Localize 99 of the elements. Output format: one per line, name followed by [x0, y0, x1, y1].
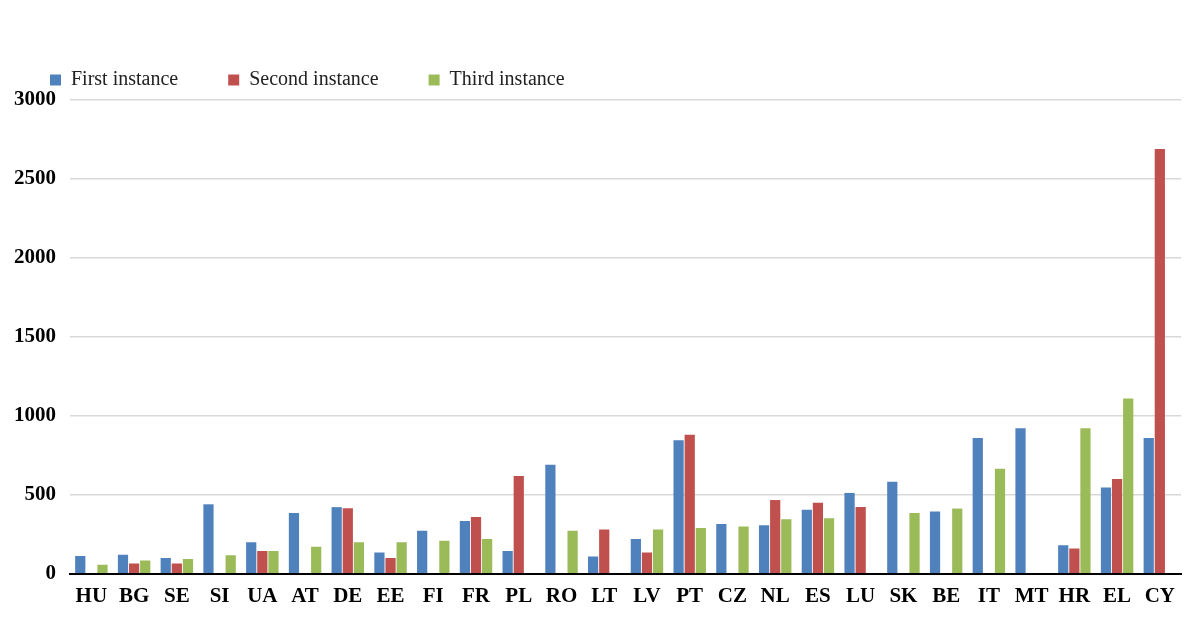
x-tick-label: UA [247, 582, 279, 607]
bar [545, 464, 556, 574]
bar [641, 552, 653, 574]
bar [385, 558, 396, 574]
bar [630, 539, 641, 574]
bar [203, 504, 214, 574]
bar [684, 434, 695, 574]
bar [952, 508, 963, 574]
bar [972, 437, 983, 574]
bar [738, 526, 749, 574]
y-tick-label: 1000 [14, 402, 56, 427]
x-tick-label: IT [977, 582, 1000, 607]
bar [342, 508, 353, 574]
bar [353, 542, 365, 574]
x-tick-label: SE [164, 582, 190, 607]
bar [567, 530, 578, 574]
bar [97, 564, 108, 574]
x-tick-label: LT [591, 582, 618, 607]
bar [599, 529, 610, 574]
x-tick-label: NL [760, 582, 790, 607]
bar [770, 500, 781, 574]
bar [160, 558, 171, 574]
bar [502, 550, 513, 574]
bar [1154, 148, 1165, 574]
bar [994, 468, 1006, 574]
bar [588, 556, 599, 574]
bar [374, 552, 385, 574]
bar [417, 530, 428, 574]
x-tick-label: DE [333, 582, 363, 607]
y-tick-label: 0 [45, 560, 56, 585]
bar [801, 509, 812, 574]
bar [396, 542, 407, 574]
bar [887, 481, 898, 574]
bar [1015, 428, 1026, 574]
bar [909, 513, 920, 574]
bar [812, 502, 824, 574]
bar [225, 555, 236, 574]
x-tick-label: HU [75, 582, 108, 607]
x-tick-label: PL [505, 582, 533, 607]
bar [844, 492, 855, 574]
bar [652, 529, 664, 574]
bar [781, 519, 792, 574]
x-tick-label: CY [1144, 582, 1176, 607]
bar [673, 440, 684, 574]
bar [140, 560, 151, 574]
bar [470, 516, 482, 574]
bar [1100, 487, 1112, 574]
x-tick-label: LU [846, 582, 876, 607]
x-tick-label: ES [805, 582, 831, 607]
bar [288, 513, 300, 574]
legend-label: Second instance [249, 67, 379, 90]
bar [1111, 479, 1123, 574]
bar [75, 556, 86, 574]
x-tick-label: MT [1014, 582, 1049, 607]
x-tick-label: AT [291, 582, 319, 607]
bar [855, 506, 866, 574]
bar [117, 554, 129, 574]
bar [513, 475, 524, 574]
x-tick-label: FI [422, 582, 444, 607]
y-tick-label: 1500 [14, 323, 56, 348]
bar [695, 528, 706, 574]
x-tick-label: SK [889, 582, 919, 607]
x-tick-label: FR [462, 582, 491, 607]
bar [129, 563, 140, 574]
bar [758, 525, 770, 574]
x-tick-label: RO [545, 582, 578, 607]
x-tick-label: BE [932, 582, 961, 607]
bar [331, 507, 342, 574]
bar [716, 524, 727, 574]
x-tick-label: CZ [717, 582, 748, 607]
bar [311, 546, 322, 574]
bar [182, 559, 194, 574]
bar [482, 539, 493, 574]
x-tick-label: HR [1058, 582, 1091, 607]
x-tick-label: SI [209, 582, 230, 607]
bar [459, 520, 471, 574]
x-tick-label: EL [1103, 582, 1132, 607]
bar [1123, 398, 1134, 574]
bar [257, 550, 268, 574]
y-tick-label: 2000 [14, 244, 56, 269]
bar [1069, 548, 1080, 574]
bar [823, 518, 835, 574]
x-tick-label: PT [676, 582, 704, 607]
bar [171, 563, 182, 574]
bar [1143, 437, 1154, 574]
bar [246, 542, 257, 574]
bar [929, 511, 941, 574]
x-tick-label: EE [376, 582, 405, 607]
y-tick-label: 2500 [14, 165, 56, 190]
y-tick-label: 500 [24, 481, 56, 506]
bar [268, 550, 279, 574]
bar [1058, 545, 1069, 574]
bar [1080, 428, 1091, 574]
x-tick-label: LV [633, 582, 661, 607]
legend-label: Third instance [449, 67, 565, 90]
bar [439, 540, 450, 574]
x-tick-label: BG [118, 582, 150, 607]
y-tick-label: 3000 [14, 86, 56, 111]
legend-label: First instance [71, 67, 179, 90]
